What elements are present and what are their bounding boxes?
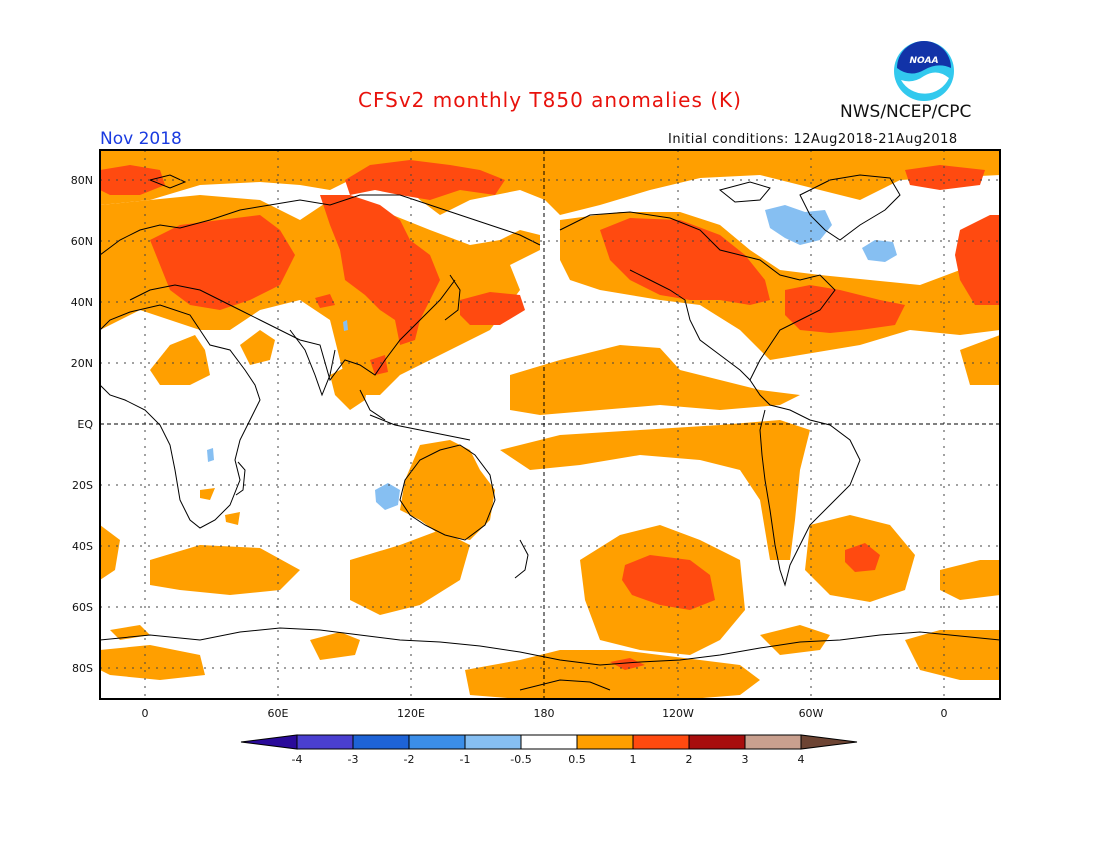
legend-label: 4	[798, 753, 805, 766]
lon-label: 120E	[397, 707, 425, 720]
legend-labels: -4 -3 -2 -1 -0.5 0.5 1 2 3 4	[292, 753, 805, 766]
lat-label: 20N	[71, 357, 93, 370]
legend-label: 2	[686, 753, 693, 766]
lat-label: 40S	[72, 540, 93, 553]
legend-label: -3	[348, 753, 359, 766]
lat-label: 80S	[72, 662, 93, 675]
legend-label: 1	[630, 753, 637, 766]
lon-label: 60W	[799, 707, 824, 720]
lat-label: 60N	[71, 235, 93, 248]
legend-arrow-high	[800, 734, 858, 750]
coastlines	[100, 174, 1000, 691]
legend-swatch	[464, 734, 522, 750]
lat-label: EQ	[77, 418, 93, 431]
legend-swatch	[576, 734, 634, 750]
noaa-logo: NOAA	[893, 40, 955, 102]
map-title: CFSv2 monthly T850 anomalies (K)	[358, 88, 742, 112]
lon-label: 0	[142, 707, 149, 720]
legend-swatch	[688, 734, 746, 750]
legend-label: -2	[404, 753, 415, 766]
legend-label: 3	[742, 753, 749, 766]
lat-lon-grid	[100, 150, 1000, 699]
forecast-month: Nov 2018	[100, 129, 182, 149]
legend-swatch	[744, 734, 802, 750]
color-legend	[240, 734, 858, 750]
lon-label: 180	[534, 707, 555, 720]
legend-swatch	[296, 734, 354, 750]
lat-label: 20S	[72, 479, 93, 492]
anomaly-1-2	[100, 160, 1000, 670]
legend-swatch	[352, 734, 410, 750]
initial-conditions: Initial conditions: 12Aug2018-21Aug2018	[668, 132, 958, 147]
lon-label: 120W	[662, 707, 694, 720]
map-frame	[99, 149, 1001, 700]
anomaly-neg1-neg0p5	[207, 205, 897, 510]
longitude-labels: 0 60E 120E 180 120W 60W 0	[142, 707, 948, 720]
lat-label: 40N	[71, 296, 93, 309]
logo-text: NOAA	[909, 56, 938, 66]
legend-swatch	[632, 734, 690, 750]
legend-label: 0.5	[568, 753, 586, 766]
lat-label: 60S	[72, 601, 93, 614]
legend-swatch	[408, 734, 466, 750]
legend-arrow-low	[240, 734, 298, 750]
legend-swatch	[520, 734, 578, 750]
lon-label: 0	[941, 707, 948, 720]
legend-label: -0.5	[510, 753, 531, 766]
organization-label: NWS/NCEP/CPC	[840, 102, 972, 122]
lon-label: 60E	[268, 707, 289, 720]
legend-label: -1	[460, 753, 471, 766]
equator-dateline	[100, 150, 1000, 699]
latitude-labels: 80N 60N 40N 20N EQ 20S 40S 60S 80S	[71, 174, 94, 675]
legend-label: -4	[292, 753, 303, 766]
lat-label: 80N	[71, 174, 93, 187]
